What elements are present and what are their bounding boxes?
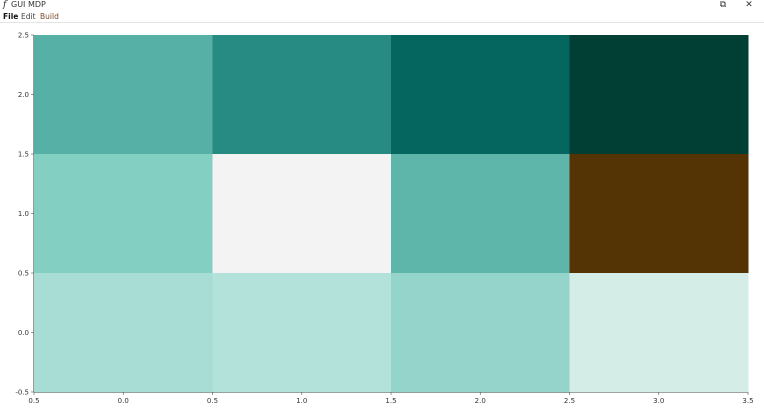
heatmap-cell-r2-c0 (34, 273, 213, 393)
y-tick-label: 2.0 (18, 91, 29, 99)
heatmap-cell-r0-c0 (34, 35, 213, 155)
x-tick-label: 0.5 (28, 397, 39, 405)
heatmap-cell-r1-c1 (212, 154, 392, 274)
menu-edit[interactable]: Edit (21, 12, 36, 21)
x-tick-label: 0.5 (207, 397, 218, 405)
y-tick-label: 2.5 (18, 32, 29, 40)
menu-file[interactable]: File (3, 12, 19, 21)
heatmap-cells (34, 35, 749, 393)
x-tick-label: 2.5 (564, 397, 575, 405)
x-tick-label: 3.0 (653, 397, 664, 405)
x-tick-label: 0.0 (118, 397, 129, 405)
heatmap-cell-r2-c1 (212, 273, 392, 393)
heatmap-cell-r2-c3 (569, 273, 749, 393)
x-tick-label: 2.0 (475, 397, 486, 405)
close-button[interactable]: ✕ (745, 0, 753, 10)
heatmap-cell-r0-c1 (212, 35, 392, 155)
x-tick-label: 3.5 (742, 397, 753, 405)
heatmap-cell-r1-c0 (34, 154, 213, 274)
axes: 0.5 0.0 0.5 1.0 1.5 2.0 2.5 3.0 3.5 2.5 2.0 1.5 1.0 0… (15, 32, 753, 406)
y-tick-label: 0.5 (18, 270, 29, 278)
heatmap-cell-r0-c2 (391, 35, 570, 155)
restore-button[interactable]: ⧉ (719, 0, 727, 10)
y-tick-label: 0.0 (18, 329, 29, 337)
y-tick-label: 1.5 (18, 151, 29, 159)
menu-build[interactable]: Build (40, 12, 59, 21)
window-title: GUI MDP (11, 0, 46, 9)
app-icon: f (3, 0, 7, 10)
heatmap-cell-r2-c2 (391, 273, 570, 393)
x-tick-label: 1.5 (385, 397, 396, 405)
x-tick-label: 1.0 (296, 397, 307, 405)
heatmap-cell-r1-c3 (569, 154, 749, 274)
y-tick-label: -0.5 (15, 389, 29, 397)
title-bar: f GUI MDP ⧉ ✕ (0, 0, 764, 11)
y-tick-label: 1.0 (18, 210, 29, 218)
heatmap-cell-r0-c3 (569, 35, 749, 155)
menu-bar: File Edit Build (0, 11, 764, 23)
heatmap-cell-r1-c2 (391, 154, 570, 274)
